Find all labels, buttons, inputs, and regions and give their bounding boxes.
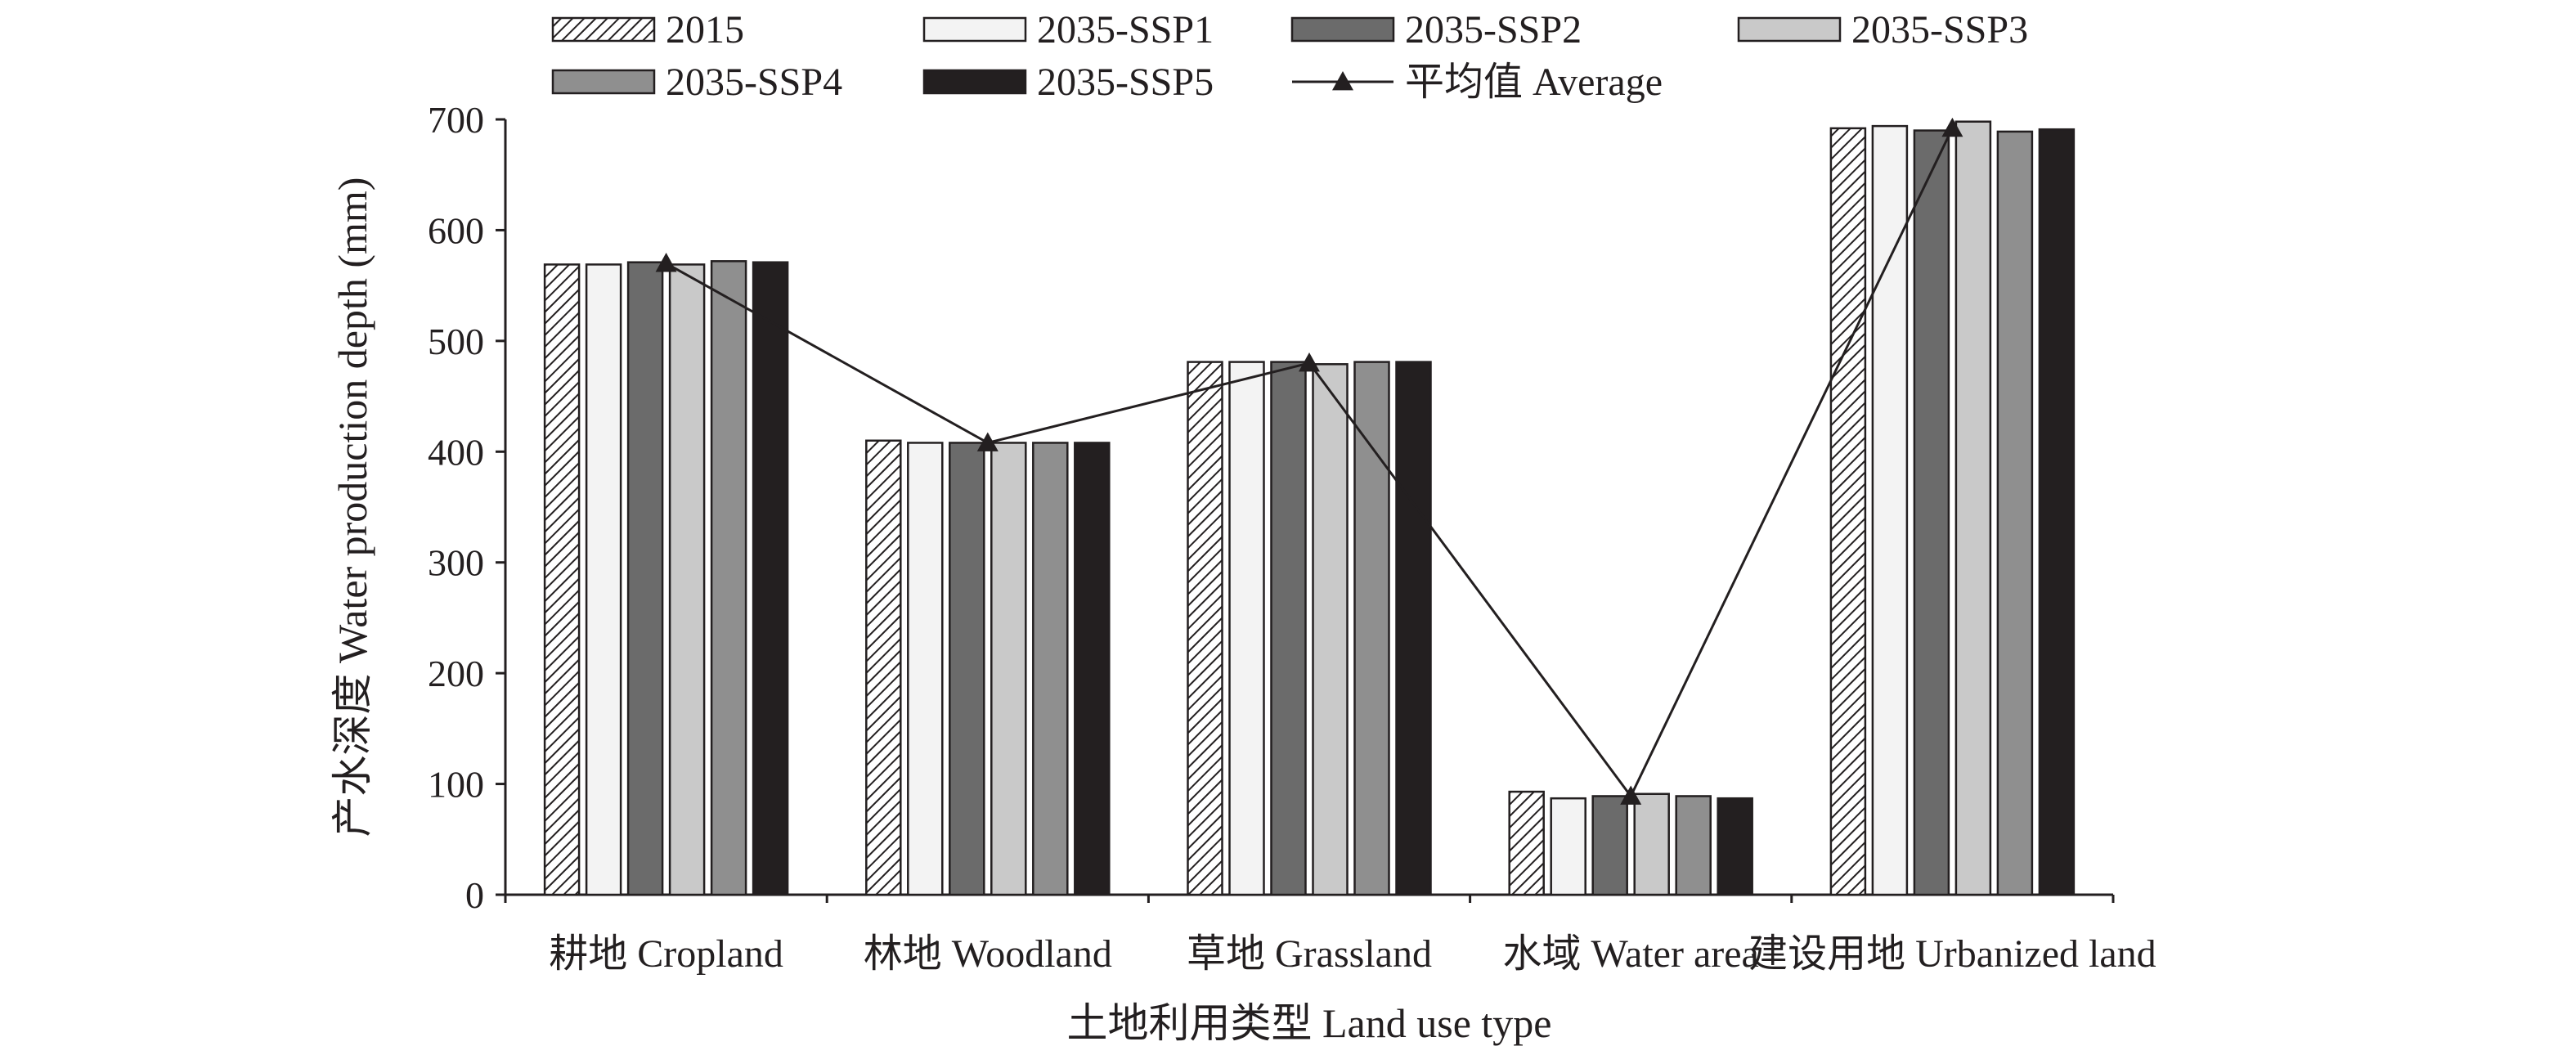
bar bbox=[752, 261, 789, 896]
average-marker bbox=[655, 253, 677, 272]
average-line-path bbox=[665, 128, 1954, 799]
bar bbox=[1913, 129, 1950, 896]
bar bbox=[865, 439, 902, 896]
y-ticks: 0 100 200 300 400 500 600 700 bbox=[428, 99, 505, 916]
bar bbox=[1954, 120, 1992, 896]
average-marker bbox=[1299, 352, 1320, 372]
legend-label: 2035-SSP4 bbox=[666, 61, 842, 104]
bar bbox=[1032, 442, 1069, 896]
legend-label: 2015 bbox=[666, 8, 744, 52]
bar bbox=[1996, 130, 2034, 896]
legend-swatch bbox=[551, 16, 656, 43]
bar bbox=[1717, 797, 1753, 896]
bar bbox=[1353, 361, 1390, 896]
x-category-label: 水域 Water area bbox=[1503, 932, 1759, 976]
bar bbox=[1270, 361, 1307, 896]
average-marker bbox=[976, 432, 999, 451]
legend: 2015 2035-SSP1 2035-SSP2 2035-SSP3 2035-SSP4… bbox=[551, 8, 2028, 104]
legend-label: 2035-SSP3 bbox=[1851, 8, 2028, 52]
legend-label: 2035-SSP1 bbox=[1037, 8, 1214, 52]
y-tick-label: 600 bbox=[428, 209, 484, 251]
legend-label: 2035-SSP5 bbox=[1037, 61, 1214, 104]
bar bbox=[1395, 361, 1432, 896]
bar bbox=[1228, 361, 1265, 896]
bar bbox=[668, 263, 706, 896]
y-tick-label: 400 bbox=[428, 431, 484, 473]
bar bbox=[1829, 127, 1867, 896]
x-axis-title: 土地利用类型 Land use type bbox=[1067, 1000, 1552, 1046]
y-tick-label: 700 bbox=[428, 99, 484, 141]
bar bbox=[1550, 797, 1586, 896]
average-line bbox=[655, 117, 1963, 805]
bar bbox=[2038, 128, 2076, 896]
y-tick-label: 300 bbox=[428, 542, 484, 584]
legend-swatch bbox=[1290, 16, 1395, 43]
bar bbox=[907, 442, 944, 896]
x-category-label: 耕地 Cropland bbox=[549, 932, 783, 976]
x-category-label: 草地 Grassland bbox=[1187, 932, 1432, 976]
bar bbox=[1675, 795, 1712, 896]
y-tick-label: 0 bbox=[465, 874, 484, 916]
bar bbox=[585, 263, 622, 896]
y-tick-label: 200 bbox=[428, 653, 484, 694]
x-category-label: 建设用地 Urbanized land bbox=[1748, 932, 2156, 976]
bar bbox=[990, 442, 1027, 896]
x-category-label: 林地 Woodland bbox=[864, 932, 1112, 976]
legend-swatch bbox=[922, 69, 1027, 95]
y-axis-title: 产水深度 Water production depth (mm) bbox=[330, 177, 375, 837]
average-marker bbox=[1941, 117, 1963, 137]
legend-label: 平均值 Average bbox=[1405, 61, 1663, 104]
y-tick-label: 100 bbox=[428, 764, 484, 806]
legend-label: 2035-SSP2 bbox=[1405, 8, 1582, 52]
legend-marker bbox=[1332, 71, 1353, 91]
bar bbox=[1871, 124, 1909, 896]
bar bbox=[1508, 790, 1545, 896]
x-category-labels: 耕地 Cropland 林地 Woodland 草地 Grassland 水域 Wat… bbox=[549, 932, 2156, 976]
bars bbox=[504, 120, 2115, 903]
bar bbox=[626, 261, 664, 896]
bar bbox=[1591, 795, 1628, 896]
bar bbox=[1312, 363, 1349, 896]
bar bbox=[949, 442, 985, 896]
legend-swatch bbox=[1737, 16, 1842, 43]
bar bbox=[710, 260, 747, 896]
bar bbox=[1074, 442, 1111, 896]
bar bbox=[543, 263, 581, 896]
bar bbox=[1187, 361, 1223, 896]
legend-swatch bbox=[551, 69, 656, 95]
bar bbox=[1633, 792, 1670, 896]
legend-swatch bbox=[922, 16, 1027, 43]
average-marker bbox=[1620, 785, 1642, 805]
y-tick-label: 500 bbox=[428, 321, 484, 362]
